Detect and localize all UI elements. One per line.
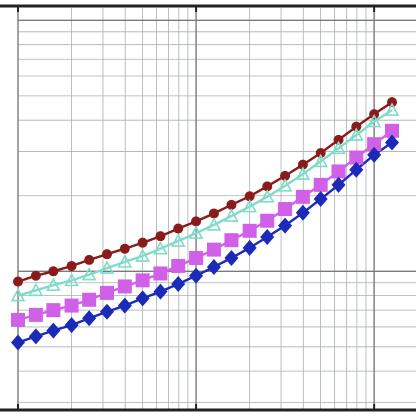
series-3-point — [367, 146, 382, 163]
series-0-point — [262, 181, 273, 192]
series-2-point — [242, 223, 257, 238]
series-3-point — [224, 249, 239, 266]
series-2-point — [367, 137, 382, 152]
series-0-point — [208, 208, 219, 219]
series-2-point — [189, 250, 204, 265]
series-2-point — [313, 177, 328, 192]
series-0-point — [13, 276, 23, 287]
series-2-point — [260, 213, 275, 228]
series-0-point — [137, 237, 148, 248]
series-1-point — [331, 140, 346, 155]
series-1-point — [117, 254, 133, 268]
series-1-point — [170, 233, 186, 247]
series-3-point — [331, 176, 346, 193]
series-0-point — [30, 270, 41, 281]
series-1-point — [99, 260, 115, 274]
plot-frame — [0, 4, 416, 412]
series-3-point — [349, 161, 364, 178]
series-3-point — [135, 290, 150, 307]
series-2-point — [64, 298, 79, 313]
series-2-point — [46, 303, 61, 318]
series-1-point — [313, 153, 329, 168]
series-0-point — [226, 199, 237, 210]
series-0-point — [191, 216, 202, 227]
series-3-point — [278, 217, 293, 234]
series-2-point — [117, 279, 132, 294]
series-1-point — [10, 287, 26, 302]
series-0-point — [297, 159, 308, 170]
series-1-point — [242, 198, 258, 213]
series-3-point — [260, 228, 275, 245]
series-2-line — [17, 129, 393, 322]
series-1-point — [153, 241, 168, 255]
series-3-point — [171, 275, 186, 292]
series-lines — [17, 101, 393, 344]
series-2-point — [28, 307, 43, 322]
series-2-point — [135, 273, 150, 288]
series-1-point — [46, 277, 61, 292]
series-3-point — [64, 317, 79, 334]
series-3-line — [17, 141, 393, 344]
series-0-point — [119, 243, 130, 254]
series-3-point — [313, 191, 328, 208]
series-0-point — [315, 148, 326, 159]
series-1-line — [17, 109, 393, 297]
series-1-point — [188, 225, 204, 239]
series-0-line — [17, 101, 393, 283]
series-0-point — [101, 249, 112, 260]
series-markers — [10, 97, 400, 351]
series-1-point — [348, 127, 364, 141]
series-3-point — [206, 259, 221, 276]
series-2-point — [385, 123, 399, 138]
series-1-point — [135, 248, 150, 262]
series-0-point — [351, 121, 362, 132]
series-0-point — [155, 231, 166, 242]
series-1-point — [384, 102, 400, 116]
series-2-point — [224, 233, 239, 248]
series-2-point — [11, 312, 25, 327]
series-1-point — [366, 113, 382, 128]
series-0-point — [66, 260, 77, 271]
series-3-point — [153, 283, 168, 300]
series-0-point — [48, 266, 59, 277]
series-3-point — [117, 297, 132, 314]
series-3-point — [295, 204, 310, 221]
series-2-point — [82, 292, 97, 307]
series-0-point — [84, 254, 95, 265]
series-0-point — [387, 97, 397, 108]
series-3-point — [11, 334, 25, 351]
series-1-point — [28, 282, 44, 297]
series-2-point — [153, 266, 168, 281]
series-1-point — [259, 189, 275, 203]
series-3-point — [82, 310, 97, 327]
series-3-point — [189, 267, 204, 284]
series-1-point — [206, 217, 222, 231]
series-1-point — [295, 166, 311, 180]
series-2-point — [278, 202, 293, 217]
series-1-point — [277, 178, 293, 192]
series-3-point — [99, 303, 114, 320]
series-2-point — [295, 189, 310, 204]
minor-grid — [18, 8, 416, 410]
series-0-point — [333, 134, 344, 145]
series-2-point — [171, 258, 186, 273]
series-3-point — [28, 328, 43, 345]
series-1-point — [64, 272, 79, 287]
series-1-point — [224, 208, 239, 222]
series-3-point — [385, 134, 399, 151]
series-2-point — [349, 150, 364, 165]
series-2-point — [331, 164, 346, 179]
series-2-point — [99, 285, 114, 300]
series-1-point — [81, 266, 97, 281]
series-0-point — [280, 170, 291, 181]
series-3-point — [46, 322, 61, 339]
series-3-point — [242, 239, 257, 256]
series-0-point — [173, 223, 184, 234]
major-grid — [17, 8, 416, 410]
series-0-point — [244, 191, 255, 202]
series-2-point — [206, 242, 221, 257]
